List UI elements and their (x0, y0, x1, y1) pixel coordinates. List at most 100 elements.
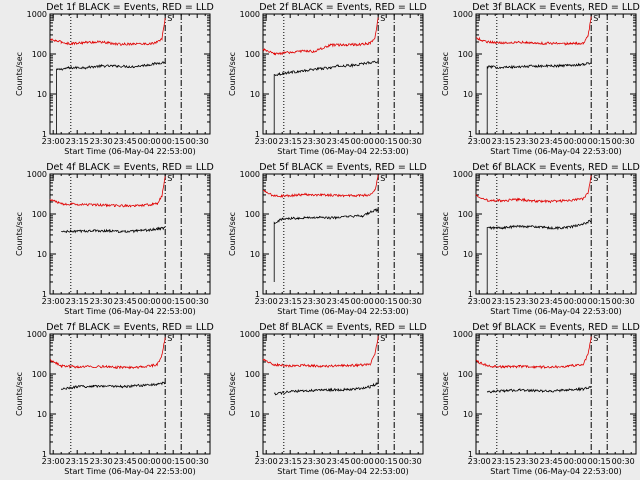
legend-mark-s: S (593, 334, 598, 343)
x-tick-label: 23:00 (468, 137, 491, 146)
y-tick-label: 1000 (453, 170, 473, 179)
x-tick-label: 23:15 (492, 457, 515, 466)
x-tick-label: 00:00 (351, 457, 374, 466)
x-axis-label: Start Time (06-May-04 22:53:00) (490, 467, 621, 476)
x-axis-label: Start Time (06-May-04 22:53:00) (64, 307, 195, 316)
x-tick-label: 23:15 (279, 297, 302, 306)
x-tick-label: 23:00 (42, 137, 65, 146)
x-tick-label: 00:30 (186, 297, 209, 306)
legend-mark-i: I (478, 334, 480, 343)
legend-mark-s: S (380, 174, 385, 183)
panel-title: Det 7f BLACK = Events, RED = LLD (46, 322, 214, 333)
x-tick-label: 23:15 (66, 137, 89, 146)
lld-series-line (263, 174, 379, 199)
legend-mark-s: S (167, 334, 172, 343)
y-tick-label: 1000 (27, 10, 47, 19)
y-tick-label: 1 (42, 450, 47, 459)
y-axis-label: Counts/sec (228, 372, 237, 416)
x-tick-label: 23:00 (468, 297, 491, 306)
panel-title: Det 5f BLACK = Events, RED = LLD (259, 162, 427, 173)
plot-frame (49, 13, 211, 135)
y-tick-label: 1000 (453, 330, 473, 339)
panel-title: Det 8f BLACK = Events, RED = LLD (259, 322, 427, 333)
x-axis-label: Start Time (06-May-04 22:53:00) (64, 147, 195, 156)
legend-mark-i: I (478, 14, 480, 23)
y-axis-label: Counts/sec (15, 372, 24, 416)
legend-mark-i: I (265, 14, 267, 23)
y-tick-label: 10 (463, 250, 473, 259)
plot-frame (262, 13, 424, 135)
x-tick-label: 23:45 (114, 137, 137, 146)
x-tick-label: 00:15 (162, 297, 185, 306)
x-tick-label: 23:00 (255, 457, 278, 466)
y-tick-label: 1 (468, 130, 473, 139)
x-tick-label: 23:00 (255, 137, 278, 146)
y-tick-label: 100 (458, 50, 473, 59)
plot-frame (49, 173, 211, 295)
plot-frame (475, 13, 637, 135)
panel-title: Det 2f BLACK = Events, RED = LLD (259, 2, 427, 13)
panel-title: Det 4f BLACK = Events, RED = LLD (46, 162, 214, 173)
y-tick-label: 1 (255, 450, 260, 459)
lld-series-line (475, 16, 592, 46)
y-axis-label: Counts/sec (228, 52, 237, 96)
y-tick-label: 100 (32, 50, 47, 59)
plot-frame (262, 333, 424, 455)
x-tick-label: 23:15 (66, 297, 89, 306)
y-tick-label: 1 (468, 290, 473, 299)
panel-title: Det 9f BLACK = Events, RED = LLD (472, 322, 640, 333)
y-tick-label: 1000 (240, 10, 260, 19)
y-tick-label: 10 (250, 410, 260, 419)
x-tick-label: 00:30 (612, 457, 635, 466)
legend-mark-i: I (265, 334, 267, 343)
x-tick-label: 00:15 (162, 457, 185, 466)
x-tick-label: 23:30 (516, 137, 539, 146)
x-tick-label: 00:00 (564, 297, 587, 306)
y-tick-label: 1 (42, 130, 47, 139)
y-axis-label: Counts/sec (228, 212, 237, 256)
x-tick-label: 23:45 (540, 137, 563, 146)
y-tick-label: 100 (245, 50, 260, 59)
y-tick-label: 10 (463, 410, 473, 419)
x-tick-label: 00:00 (351, 297, 374, 306)
legend-mark-s: S (380, 14, 385, 23)
x-tick-label: 00:15 (588, 297, 611, 306)
y-tick-label: 100 (458, 370, 473, 379)
y-tick-label: 100 (458, 210, 473, 219)
x-tick-label: 00:15 (375, 137, 398, 146)
legend-mark-s: S (593, 174, 598, 183)
panel-3: Det 3f BLACK = Events, RED = LLD 23:00 23:… (441, 2, 640, 156)
x-axis-label: Start Time (06-May-04 22:53:00) (277, 467, 408, 476)
x-tick-label: 23:30 (516, 297, 539, 306)
legend-mark-i: I (52, 334, 54, 343)
x-tick-label: 23:45 (540, 457, 563, 466)
x-tick-label: 00:30 (612, 297, 635, 306)
y-tick-label: 10 (37, 410, 47, 419)
events-series-line (486, 385, 592, 394)
x-tick-label: 00:00 (564, 137, 587, 146)
x-tick-label: 00:15 (588, 457, 611, 466)
x-tick-label: 00:30 (612, 137, 635, 146)
y-axis-label: Counts/sec (441, 52, 450, 96)
x-tick-label: 00:00 (351, 137, 374, 146)
y-axis-label: Counts/sec (15, 52, 24, 96)
lld-series-line (475, 336, 592, 370)
y-tick-label: 1 (255, 290, 260, 299)
y-tick-label: 10 (463, 90, 473, 99)
x-tick-label: 23:30 (90, 457, 113, 466)
x-tick-label: 00:15 (375, 297, 398, 306)
panel-title: Det 3f BLACK = Events, RED = LLD (472, 2, 640, 13)
x-axis-label: Start Time (06-May-04 22:53:00) (277, 307, 408, 316)
lld-series-line (49, 337, 166, 370)
x-tick-label: 23:45 (114, 297, 137, 306)
y-tick-label: 10 (250, 250, 260, 259)
events-series-line (60, 381, 166, 391)
y-tick-label: 100 (245, 370, 260, 379)
x-tick-label: 00:30 (186, 457, 209, 466)
